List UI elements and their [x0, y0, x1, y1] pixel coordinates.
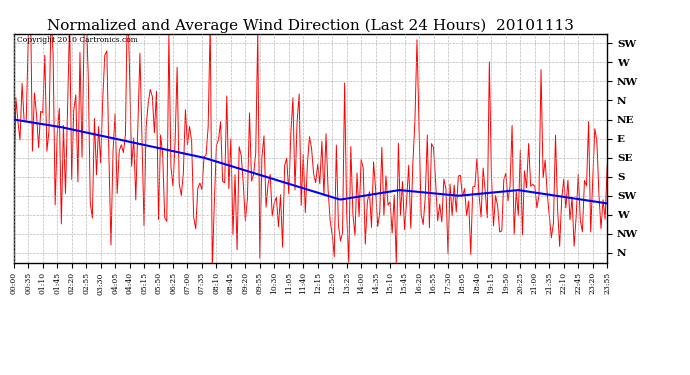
Text: Copyright 2010 Cartronics.com: Copyright 2010 Cartronics.com: [17, 36, 137, 44]
Title: Normalized and Average Wind Direction (Last 24 Hours)  20101113: Normalized and Average Wind Direction (L…: [47, 18, 574, 33]
